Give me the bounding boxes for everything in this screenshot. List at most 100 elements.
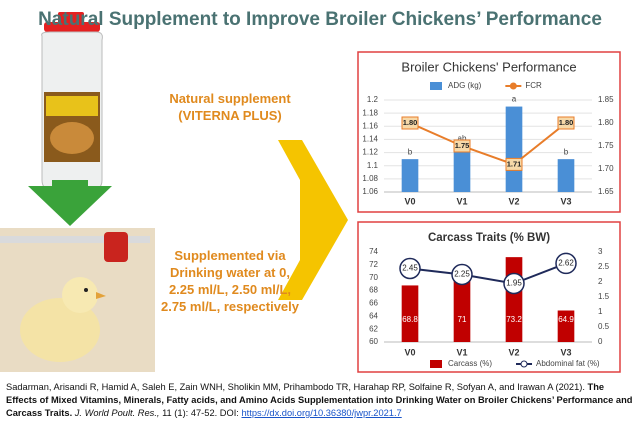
marker [451,263,473,286]
bar [401,159,419,192]
y2-tick-label: 0.5 [598,322,610,331]
legend-label: FCR [525,81,542,90]
y-tick-label: 1.18 [362,108,378,117]
value-label: 2.62 [558,259,574,268]
y-tick-label: 64 [369,311,378,320]
supplement-text: Natural supplement (VITERNA PLUS) [169,91,291,123]
y-tick-label: 70 [369,273,378,282]
bar [505,257,523,342]
y-tick-label: 1.1 [367,161,379,170]
bottle-cap [44,22,100,32]
y2-tick-label: 1.65 [598,187,614,196]
y-tick-label: 1.2 [367,95,379,104]
y-tick-label: 1.06 [362,187,378,196]
bar-annotation: b [408,147,413,156]
y2-tick-label: 0 [598,337,603,346]
legend-label: Carcass (%) [448,359,492,368]
marker [401,116,419,130]
chick [20,298,100,362]
chick-eye [84,288,88,292]
y2-tick-label: 2.5 [598,262,610,271]
x-tick-label: V3 [560,347,571,357]
y-tick-label: 1.12 [362,148,378,157]
y2-tick-label: 1.75 [598,141,614,150]
x-tick-label: V1 [456,196,467,206]
y-tick-label: 1.08 [362,174,378,183]
line [409,122,567,166]
citation-title: The Effects of Mixed Vitamins, Minerals,… [6,382,633,418]
y2-tick-label: 1 [598,307,603,316]
legend-swatch [520,360,528,368]
bar [453,271,471,342]
marker [453,139,471,153]
y-tick-label: 68 [369,286,378,295]
page-title: Natural Supplement to Improve Broiler Ch… [38,9,602,30]
citation-authors: Sadarman, Arisandi R, Hamid A, Saleh E, … [6,382,585,392]
y2-tick-label: 2 [598,277,603,286]
chart-title: Carcass Traits (% BW) [428,232,550,244]
pipe [0,236,150,243]
chart-title: Broiler Chickens' Performance [401,59,576,74]
x-tick-label: V0 [404,347,415,357]
citation-details: 11 (1): 47-52. DOI: [162,408,239,418]
legend-swatch [430,82,442,90]
bottle-label [46,96,98,116]
value-label: 1.80 [559,118,574,127]
value-label: 2.45 [402,264,418,273]
marker [557,116,575,130]
x-tick-label: V2 [508,196,519,206]
chart-frame [357,51,621,213]
bar-label: 73.2 [506,315,522,324]
line [409,262,567,285]
y2-tick-label: 1.5 [598,292,610,301]
y2-tick-label: 1.85 [598,95,614,104]
marker [503,272,525,295]
x-tick-label: V0 [404,196,415,206]
x-tick-label: V3 [560,196,571,206]
legend-label: Abdominal fat (%) [536,359,600,368]
bar-label: 64.9 [558,315,574,324]
bar-annotation: b [564,147,569,156]
legend-label: ADG (kg) [448,81,482,90]
bottle-cap [58,12,84,24]
bar-label: 68.8 [402,315,418,324]
nipple-drinker [104,232,128,262]
citation-journal: J. World Poult. Res., [74,408,160,418]
bar-annotation: a [512,95,517,104]
down-arrow [52,180,88,188]
bar [401,285,419,342]
value-label: 1.80 [403,118,418,127]
doi-link[interactable]: https://dx.doi.org/10.36380/jwpr.2021.7 [241,408,402,418]
bar [557,159,575,192]
y-tick-label: 62 [369,324,378,333]
chick [62,277,98,313]
bar [505,106,523,192]
right-arrow [278,140,348,300]
chick-beak [96,292,106,299]
bottle-image [50,122,94,154]
citation: Sadarman, Arisandi R, Hamid A, Saleh E, … [6,381,636,420]
legend-swatch [509,82,517,90]
bar [557,310,575,342]
marker [555,252,577,275]
y-tick-label: 1.14 [362,135,378,144]
y-tick-label: 1.16 [362,121,378,130]
y-tick-label: 66 [369,299,378,308]
y2-tick-label: 3 [598,247,603,256]
value-label: 1.71 [507,159,522,168]
marker [505,157,523,171]
value-label: 2.25 [454,270,470,279]
bar-label: 71 [458,315,467,324]
chart-frame [357,221,621,373]
x-tick-label: V2 [508,347,519,357]
y-tick-label: 72 [369,260,378,269]
marker [399,257,421,280]
legend-swatch [430,360,442,368]
y-tick-label: 74 [369,247,378,256]
y-tick-label: 60 [369,337,378,346]
value-label: 1.75 [455,141,470,150]
y2-tick-label: 1.80 [598,118,614,127]
bar-annotation: ab [458,134,467,143]
